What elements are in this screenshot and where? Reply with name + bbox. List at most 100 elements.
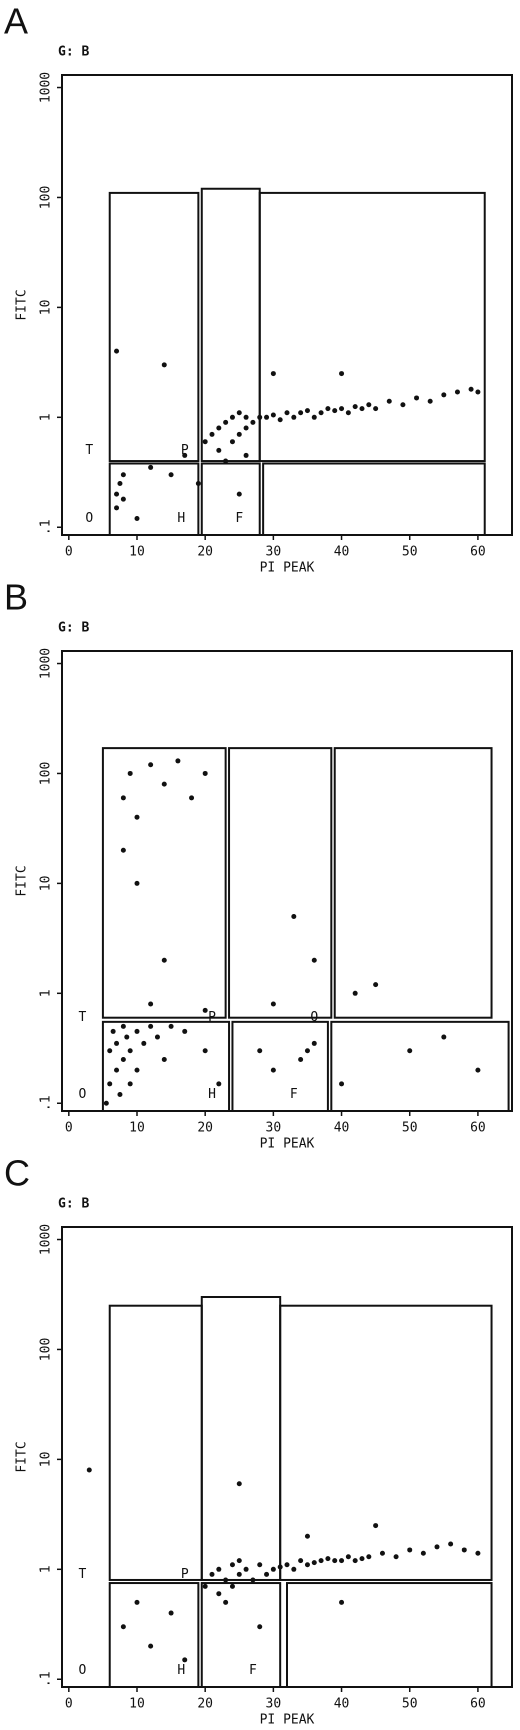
data-point (257, 1048, 263, 1054)
gate (279, 1304, 493, 1581)
data-point (120, 1023, 126, 1029)
data-point (359, 406, 365, 412)
data-point (195, 480, 201, 486)
gate (333, 747, 493, 1019)
data-point (352, 990, 358, 996)
gate (228, 747, 333, 1019)
data-point (103, 1100, 109, 1106)
data-point (373, 1523, 379, 1529)
data-point (114, 505, 120, 511)
gate-label: T (85, 443, 93, 458)
data-point (277, 1564, 283, 1570)
x-axis-label: PI PEAK (260, 1137, 315, 1152)
x-tick-label: 50 (402, 545, 418, 560)
data-point (250, 1577, 256, 1583)
x-tick-label: 50 (402, 1697, 418, 1712)
data-point (427, 398, 433, 404)
data-point (120, 1624, 126, 1630)
data-point (434, 1544, 440, 1550)
x-tick-label: 0 (65, 1121, 73, 1136)
data-point (400, 402, 406, 408)
data-point (236, 1571, 242, 1577)
data-point (366, 402, 372, 408)
data-point (114, 1040, 120, 1046)
data-point (373, 982, 379, 988)
data-point (250, 419, 256, 425)
y-tick-label: 1000 (39, 72, 54, 103)
x-tick-label: 30 (266, 545, 282, 560)
chart: C G: B 0 10 20 30 40 50 60 .1 1 10 100 1000 PI PEAK FIT… (4, 1153, 513, 1728)
y-tick-label: .1 (39, 519, 54, 535)
data-point (298, 410, 304, 416)
y-tick-label: 1000 (39, 648, 54, 679)
x-tick-label: 30 (266, 1121, 282, 1136)
data-point (141, 1040, 147, 1046)
data-point (223, 1599, 229, 1605)
data-point (107, 1048, 113, 1054)
data-point (120, 1056, 126, 1062)
data-point (311, 1040, 317, 1046)
data-point (270, 371, 276, 377)
data-point (134, 1067, 140, 1073)
data-point (304, 1562, 310, 1568)
data-point (325, 406, 331, 412)
y-tick-label: 100 (39, 1338, 54, 1361)
data-point (366, 1554, 372, 1560)
data-point (243, 425, 249, 431)
data-point (407, 1547, 413, 1553)
data-point (223, 458, 229, 464)
data-point (236, 431, 242, 437)
gate (200, 187, 261, 463)
data-point (257, 1562, 263, 1568)
data-point (229, 439, 235, 445)
data-point (318, 1558, 324, 1564)
data-point (325, 1556, 331, 1562)
data-point (127, 770, 133, 776)
y-tick-label: .1 (39, 1095, 54, 1111)
gate-label: F (235, 511, 243, 526)
data-point (475, 389, 481, 395)
data-point (148, 1001, 154, 1007)
data-point (168, 1023, 174, 1029)
gate-label: F (290, 1087, 298, 1102)
subtitle: G: B (58, 1197, 89, 1212)
data-point (182, 1028, 188, 1034)
data-point (298, 1056, 304, 1062)
data-point (223, 1577, 229, 1583)
plot-frame (61, 650, 513, 1112)
gate-label: H (177, 511, 185, 526)
data-point (148, 1023, 154, 1029)
data-point (236, 491, 242, 497)
data-point (168, 1610, 174, 1616)
data-point (475, 1550, 481, 1556)
gate (200, 462, 261, 537)
data-point (311, 957, 317, 963)
data-point (339, 371, 345, 377)
data-point (420, 1550, 426, 1556)
data-point (216, 447, 222, 453)
data-point (441, 1034, 447, 1040)
data-point (332, 408, 338, 414)
data-point (270, 1001, 276, 1007)
data-point (332, 1558, 338, 1564)
gate-label: O (85, 511, 93, 526)
data-point (257, 1624, 263, 1630)
data-point (304, 1533, 310, 1539)
data-point (236, 1558, 242, 1564)
data-point (168, 472, 174, 478)
data-point (216, 425, 222, 431)
gate (286, 1582, 493, 1689)
gate (258, 191, 486, 463)
data-point (134, 814, 140, 820)
y-tick-label: 1 (39, 413, 54, 421)
gate (108, 191, 200, 463)
data-point (148, 464, 154, 470)
gate (108, 462, 200, 537)
gate-label: P (208, 1010, 216, 1025)
y-axis-label: FITC (15, 865, 30, 896)
data-point (161, 957, 167, 963)
y-tick-label: 1000 (39, 1224, 54, 1255)
data-point (175, 758, 181, 764)
